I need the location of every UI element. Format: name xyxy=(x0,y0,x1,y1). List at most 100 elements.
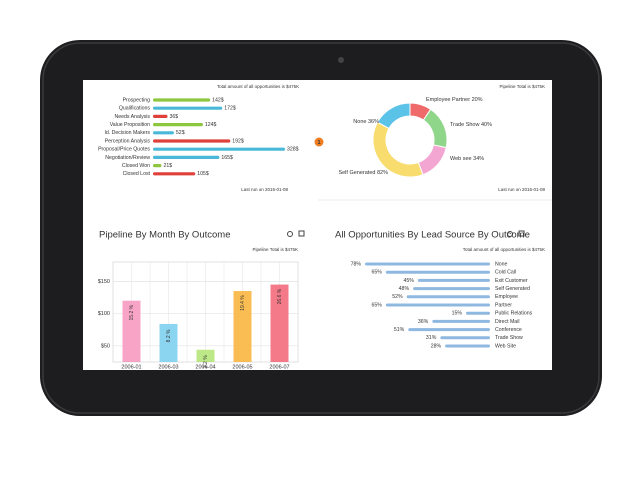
value-label: 78% xyxy=(351,261,362,267)
y-tick-label: $150 xyxy=(98,279,110,285)
chart-subtitle: Pipeline Total is $475K xyxy=(500,84,545,89)
x-tick-label: 2006-01 xyxy=(121,364,141,370)
category-label: Value Proposition xyxy=(110,122,150,128)
bar xyxy=(153,139,231,143)
badge-count: 1 xyxy=(317,140,320,146)
refresh-icon[interactable] xyxy=(507,231,513,237)
camera xyxy=(338,57,344,63)
bar-label: 8.2 % xyxy=(166,329,172,342)
x-tick-label: 2006-03 xyxy=(158,364,178,370)
category-label: Closed Lost xyxy=(123,171,151,177)
bar xyxy=(153,98,211,102)
bar xyxy=(196,349,215,362)
category-label: Cold Call xyxy=(495,270,516,276)
slice-value: 34% xyxy=(473,156,484,162)
value-label: 52$ xyxy=(176,130,185,136)
slice-name: Trade Show xyxy=(450,122,479,128)
bar xyxy=(159,323,178,362)
value-label: 328$ xyxy=(287,147,299,153)
chart-title: Pipeline By Month By Outcome xyxy=(99,230,230,241)
bar xyxy=(417,278,490,282)
value-label: 36% xyxy=(418,319,429,325)
category-label: Closed Won xyxy=(122,163,150,169)
bar xyxy=(385,270,490,274)
category-label: Self Generated xyxy=(495,286,530,292)
bar xyxy=(153,114,168,118)
y-tick-label: $100 xyxy=(98,311,110,317)
slice-value: 40% xyxy=(481,122,492,128)
bar xyxy=(445,344,490,348)
bar-label: 2.2 % xyxy=(203,355,209,368)
slice-value: 82% xyxy=(377,170,388,176)
bar xyxy=(153,147,285,151)
chart-title: All Opportunities By Lead Source By Outc… xyxy=(335,230,530,241)
export-icon[interactable] xyxy=(518,230,525,237)
y-tick-label: $50 xyxy=(101,343,110,349)
value-label: 142$ xyxy=(212,97,224,103)
category-label: Qualifications xyxy=(119,106,151,112)
chart-subtitle: Total amount of all opportunities is $47… xyxy=(217,84,299,89)
bar xyxy=(153,131,174,135)
value-label: 124$ xyxy=(205,122,217,128)
value-label: 165$ xyxy=(221,155,233,161)
bar xyxy=(153,106,223,110)
export-icon[interactable] xyxy=(298,230,305,237)
bar xyxy=(270,284,289,362)
bar xyxy=(365,262,490,266)
value-label: 52% xyxy=(392,294,403,300)
value-label: 172$ xyxy=(224,106,236,112)
bar xyxy=(153,123,203,127)
value-label: 51% xyxy=(394,327,405,333)
value-label: 105$ xyxy=(197,171,209,177)
category-label: Negotiation/Review xyxy=(105,155,150,161)
bar xyxy=(153,164,162,168)
chart-subtitle: Total amount of all opportunities is $47… xyxy=(463,247,545,252)
category-label: Web Site xyxy=(495,343,516,349)
category-label: Direct Mail xyxy=(495,319,520,325)
slice-name: None xyxy=(353,119,366,125)
bar xyxy=(385,303,490,307)
category-label: Proposal/Price Quotes xyxy=(98,147,150,153)
value-label: 28% xyxy=(431,343,442,349)
chart-subtitle: Pipeline Total is $475K xyxy=(253,247,298,252)
value-label: 21$ xyxy=(163,163,172,169)
x-tick-label: 2006-05 xyxy=(232,364,252,370)
bar xyxy=(153,155,220,159)
bar xyxy=(153,172,196,176)
category-label: Partner xyxy=(495,302,512,308)
category-label: Exit Customer xyxy=(495,278,528,284)
footnote: Last run on 2015-01-08 xyxy=(241,187,288,192)
value-label: 36$ xyxy=(169,114,178,120)
slice-label: None 36% xyxy=(353,119,379,125)
bar xyxy=(406,295,490,299)
category-label: Prospecting xyxy=(123,97,151,103)
category-label: Trade Show xyxy=(495,335,523,341)
slice-label: Self Generated 82% xyxy=(338,170,388,176)
category-label: Conference xyxy=(495,327,522,333)
category-label: Perception Analysis xyxy=(105,138,151,144)
value-label: 65% xyxy=(371,270,382,276)
slice-value: 36% xyxy=(368,119,379,125)
value-label: 48% xyxy=(399,286,410,292)
bar xyxy=(432,319,490,323)
bar xyxy=(233,291,252,362)
footnote: Last run on 2015-01-08 xyxy=(498,187,545,192)
bar-label: 15.2 % xyxy=(129,304,135,320)
category-label: Public Relations xyxy=(495,311,533,317)
tablet-bezel xyxy=(42,42,600,414)
refresh-icon[interactable] xyxy=(287,231,293,237)
value-label: 45% xyxy=(403,278,414,284)
slice-label: Employee Partner 20% xyxy=(426,97,483,103)
slice-name: Employee Partner xyxy=(426,97,470,103)
bar xyxy=(465,311,490,315)
notification-badge xyxy=(314,137,324,147)
slice-value: 20% xyxy=(472,97,483,103)
x-tick-label: 2006-07 xyxy=(269,364,289,370)
bar xyxy=(440,336,490,340)
slice-label: Trade Show 40% xyxy=(450,122,492,128)
slice-name: Web see xyxy=(450,156,472,162)
x-tick-label: 2006-04 xyxy=(195,364,215,370)
bar xyxy=(413,287,490,291)
